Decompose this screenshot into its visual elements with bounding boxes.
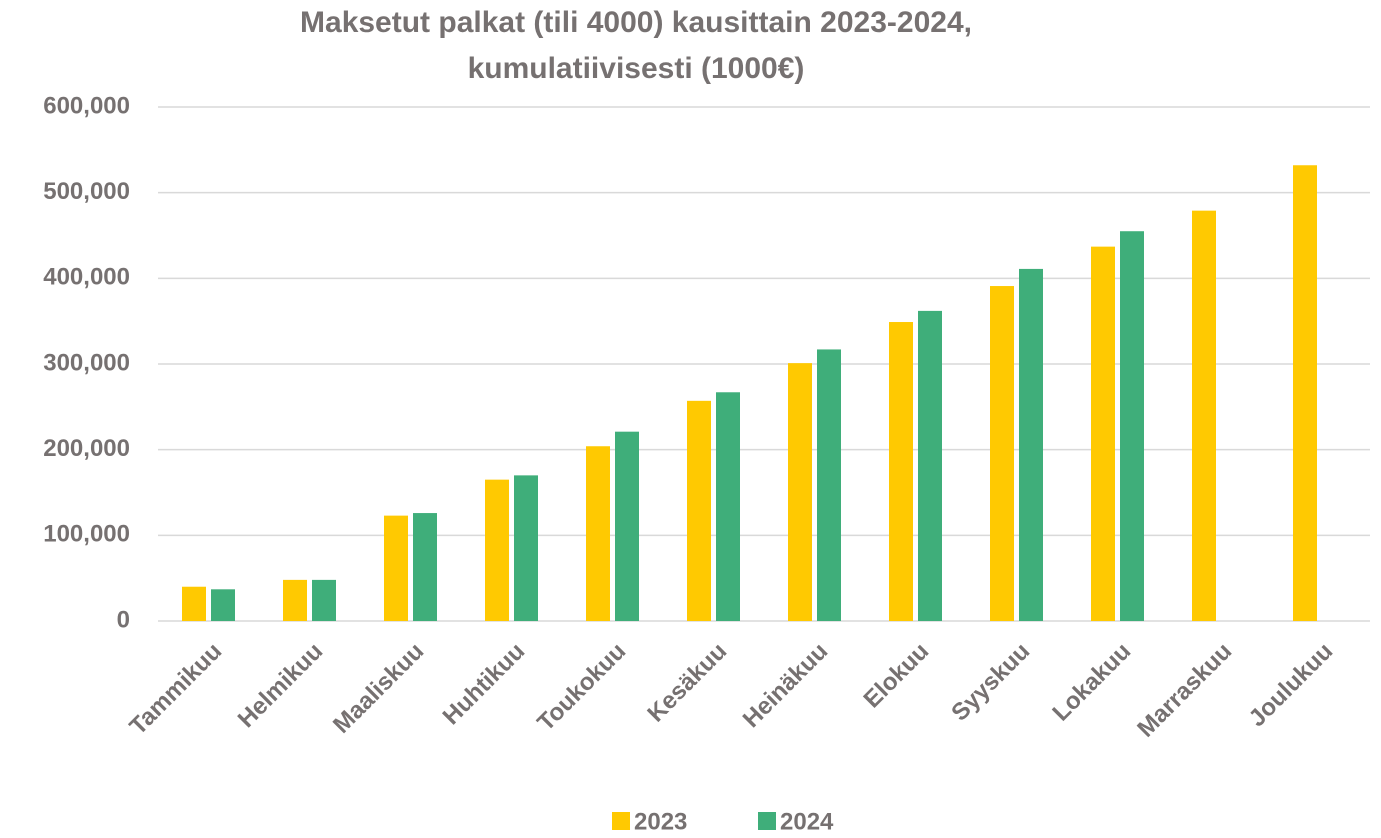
- y-tick-label: 300,000: [43, 349, 130, 376]
- bar: [211, 589, 235, 621]
- bar: [788, 363, 812, 621]
- x-tick-label: Tammikuu: [125, 638, 228, 741]
- x-tick-label: Heinäkuu: [738, 638, 833, 733]
- legend-label: 2023: [634, 808, 687, 835]
- x-tick-label: Joulukuu: [1244, 638, 1339, 733]
- bar: [817, 349, 841, 621]
- bar: [384, 515, 408, 621]
- bar: [1091, 246, 1115, 622]
- legend-swatch: [612, 812, 630, 830]
- bar: [283, 579, 307, 621]
- y-tick-label: 100,000: [43, 521, 130, 548]
- bar: [990, 286, 1014, 621]
- y-tick-label: 600,000: [43, 92, 130, 119]
- legend-label: 2024: [780, 808, 834, 835]
- x-tick-label: Kesäkuu: [642, 638, 732, 728]
- bar: [1019, 268, 1043, 621]
- x-tick-label: Elokuu: [859, 638, 935, 714]
- x-tick-label: Marraskuu: [1132, 638, 1237, 743]
- bar: [586, 446, 610, 621]
- bar: [1293, 165, 1317, 621]
- x-tick-label: Huhtikuu: [438, 638, 531, 731]
- bar: [1192, 210, 1216, 621]
- y-tick-label: 500,000: [43, 178, 130, 205]
- chart-title: Maksetut palkat (tili 4000) kausittain 2…: [300, 6, 972, 39]
- y-tick-label: 400,000: [43, 264, 130, 291]
- bar: [182, 586, 206, 621]
- x-tick-label: Syyskuu: [946, 638, 1035, 727]
- bar: [413, 513, 437, 621]
- bar: [687, 400, 711, 621]
- bar: [716, 392, 740, 621]
- legend-swatch: [758, 812, 776, 830]
- bar: [312, 579, 336, 621]
- chart-title: kumulatiivisesti (1000€): [468, 52, 805, 85]
- bar: [918, 310, 942, 621]
- y-tick-label: 0: [117, 606, 130, 633]
- bar: [889, 322, 913, 621]
- bar: [485, 479, 509, 621]
- x-tick-label: Maaliskuu: [328, 638, 429, 739]
- x-tick-label: Helmikuu: [233, 638, 328, 733]
- x-tick-label: Lokakuu: [1047, 638, 1136, 727]
- bar: [514, 475, 538, 621]
- bar: [1120, 231, 1144, 621]
- x-tick-label: Toukokuu: [532, 638, 631, 737]
- bar: [615, 431, 639, 621]
- y-tick-label: 200,000: [43, 435, 130, 462]
